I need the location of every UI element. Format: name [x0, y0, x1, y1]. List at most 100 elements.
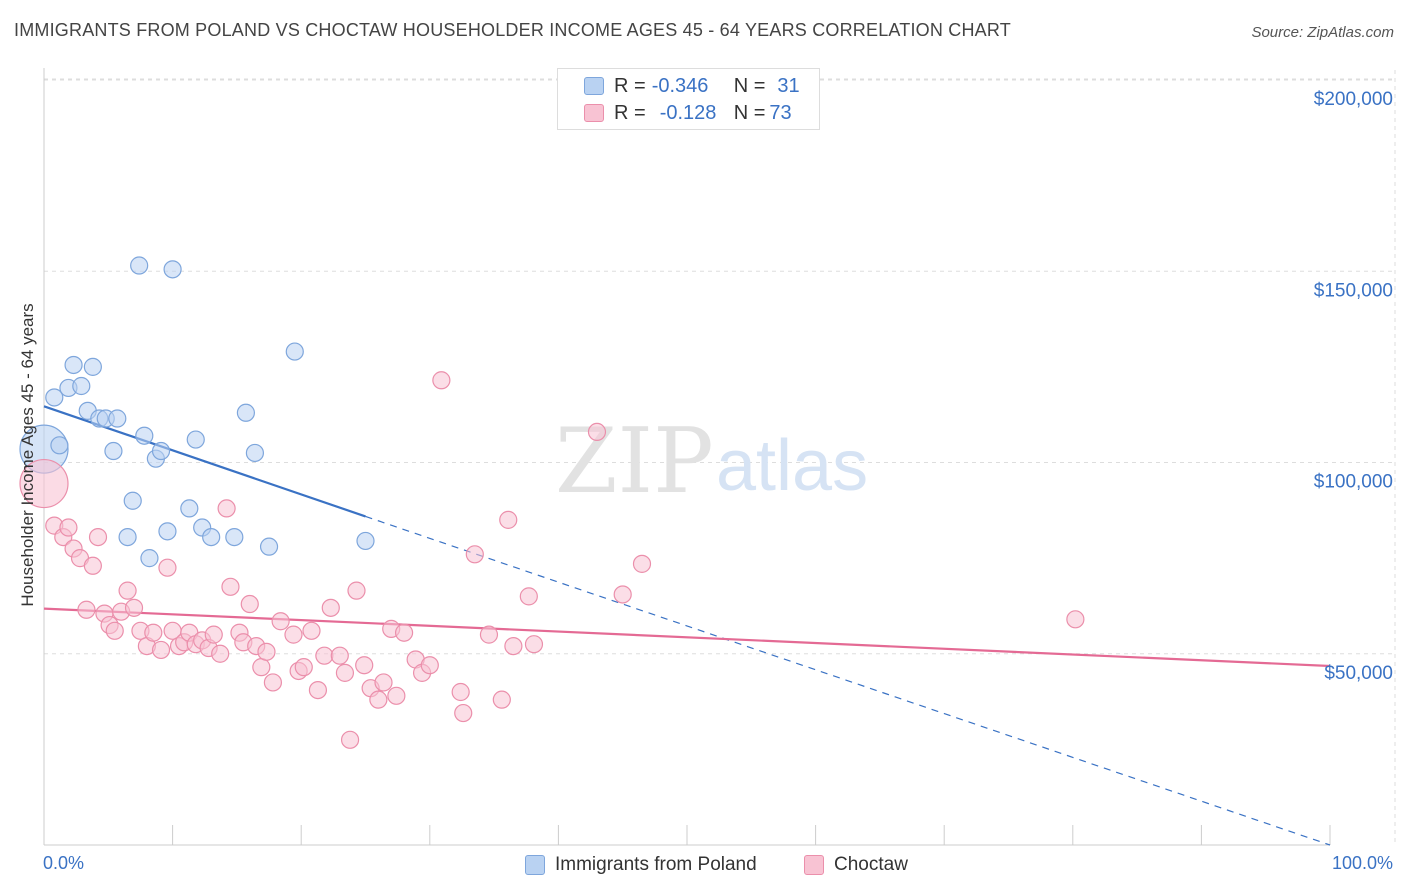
y-axis-title: Householder Income Ages 45 - 64 years: [18, 303, 37, 606]
point-poland: [163, 260, 182, 279]
legend-swatch-pink: [804, 855, 824, 875]
legend-swatch-blue: [525, 855, 545, 875]
y-tick-label: $200,000: [1314, 89, 1393, 110]
point-choctaw: [315, 646, 334, 665]
point-choctaw: [124, 598, 144, 617]
legend-item-poland: Immigrants from Poland: [525, 852, 757, 878]
point-choctaw: [302, 621, 321, 640]
point-choctaw: [394, 623, 414, 642]
watermark-zip: ZIP: [555, 409, 714, 514]
point-poland: [45, 388, 64, 407]
point-poland: [202, 527, 221, 547]
x-tick-label: 0.0%: [43, 853, 84, 873]
point-choctaw: [83, 556, 102, 575]
point-choctaw: [524, 635, 544, 654]
point-poland: [245, 443, 265, 463]
point-choctaw: [355, 656, 374, 675]
source-label: Source: ZipAtlas.com: [1251, 24, 1394, 41]
point-poland: [158, 522, 177, 541]
trend-line-choctaw: [43, 607, 1331, 668]
point-poland: [123, 491, 142, 510]
point-choctaw: [479, 625, 499, 644]
point-choctaw: [271, 612, 290, 631]
point-poland: [72, 376, 91, 396]
point-choctaw: [335, 663, 355, 682]
point-poland: [285, 342, 304, 361]
point-choctaw: [369, 690, 388, 709]
point-choctaw: [158, 558, 177, 577]
point-choctaw: [340, 730, 360, 749]
stats-row-poland: R = -0.346 N = 31: [614, 72, 800, 100]
point-choctaw: [204, 625, 223, 644]
data-points: [19, 256, 1085, 749]
point-poland: [180, 499, 199, 518]
n-value-poland: 31: [777, 74, 800, 97]
point-poland: [356, 531, 375, 551]
n-label: N =: [733, 74, 766, 97]
point-choctaw: [252, 658, 271, 677]
point-choctaw: [632, 554, 652, 573]
r-label: R =: [614, 74, 646, 97]
point-choctaw: [374, 673, 393, 692]
stats-legend-box: R = -0.346 N = 31 R = -0.128 N = 73: [557, 68, 820, 130]
point-choctaw: [257, 642, 276, 661]
point-choctaw: [454, 703, 473, 723]
point-choctaw: [294, 658, 313, 677]
point-choctaw: [432, 371, 451, 390]
point-poland: [130, 256, 149, 275]
point-poland: [118, 527, 137, 547]
r-label: R =: [614, 101, 646, 124]
point-choctaw: [499, 510, 518, 529]
y-tick-label: $50,000: [1324, 663, 1393, 684]
point-poland: [259, 537, 279, 556]
point-choctaw: [492, 690, 511, 709]
point-choctaw: [217, 499, 236, 518]
point-poland: [140, 549, 159, 568]
point-choctaw: [504, 636, 523, 656]
point-choctaw: [19, 458, 69, 509]
point-poland: [236, 403, 256, 422]
stats-swatch-blue: [584, 77, 604, 95]
point-poland: [83, 357, 102, 376]
stats-swatch-pink: [584, 104, 604, 122]
stats-row-choctaw: R = -0.128 N = 73: [614, 99, 792, 127]
point-choctaw: [613, 585, 632, 604]
point-choctaw: [451, 682, 470, 702]
point-poland: [186, 430, 205, 449]
point-choctaw: [263, 673, 283, 692]
point-choctaw: [88, 527, 108, 547]
point-choctaw: [77, 600, 96, 619]
y-tick-label: $100,000: [1314, 472, 1393, 493]
watermark-atlas: atlas: [716, 426, 868, 506]
legend-label-choctaw: Choctaw: [834, 854, 908, 875]
y-tick-label: $150,000: [1314, 280, 1393, 301]
point-choctaw: [105, 621, 124, 640]
point-choctaw: [221, 577, 240, 596]
point-poland: [151, 441, 171, 461]
point-poland: [135, 426, 154, 445]
point-choctaw: [151, 640, 171, 660]
point-choctaw: [59, 518, 78, 537]
n-label: N =: [733, 101, 766, 124]
legend-label-poland: Immigrants from Poland: [555, 854, 757, 875]
point-choctaw: [465, 545, 484, 564]
r-value-choctaw: -0.128: [659, 101, 717, 124]
point-choctaw: [321, 598, 340, 617]
axis-labels: $50,000 $100,000 $150,000 $200,000 0.0% 100.0…: [43, 89, 1393, 873]
trend-line-poland-extension: [365, 515, 1331, 846]
x-tick-label: 100.0%: [1332, 853, 1393, 873]
point-choctaw: [420, 656, 439, 675]
point-choctaw: [387, 686, 406, 705]
point-choctaw: [330, 646, 349, 665]
legend-item-choctaw: Choctaw: [804, 852, 908, 878]
n-value-choctaw: 73: [769, 101, 792, 124]
point-choctaw: [144, 623, 163, 642]
chart-title: IMMIGRANTS FROM POLAND VS CHOCTAW HOUSEH…: [14, 20, 1011, 40]
point-choctaw: [284, 625, 303, 644]
point-choctaw: [1066, 610, 1085, 629]
point-choctaw: [240, 594, 259, 614]
point-poland: [50, 436, 69, 455]
point-poland: [64, 355, 83, 375]
point-choctaw: [308, 680, 328, 700]
